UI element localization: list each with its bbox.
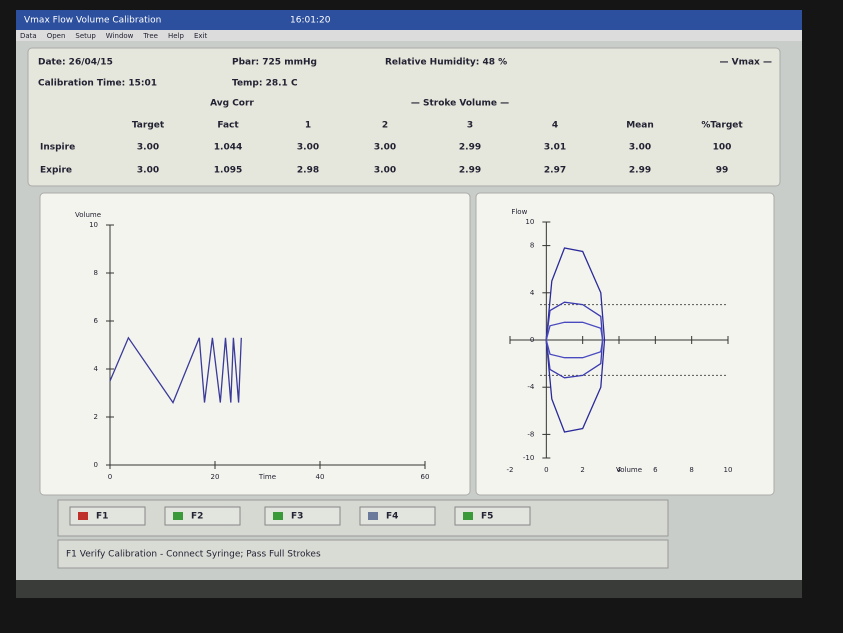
y-tick-label: 0 — [94, 461, 98, 469]
x-tick-label: 6 — [653, 466, 658, 474]
y-axis-label: Flow — [511, 208, 527, 216]
info-field: Pbar: 725 mmHg — [232, 58, 317, 68]
button-icon — [273, 512, 283, 520]
x-tick-label: 0 — [108, 473, 112, 481]
y-tick-label: 4 — [530, 289, 535, 297]
screen-photo: Vmax Flow Volume Calibration 16:01:20 F1… — [0, 0, 843, 633]
y-tick-label: 10 — [525, 218, 534, 226]
y-tick-label: -4 — [527, 383, 535, 391]
x-tick-label: 40 — [316, 473, 325, 481]
table-cell: 3.00 — [629, 143, 651, 153]
info-field: Calibration Time: 15:01 — [38, 79, 157, 89]
menu-item[interactable]: Data — [20, 32, 37, 40]
y-tick-label: 8 — [94, 269, 98, 277]
table-cell: 2.99 — [459, 143, 481, 153]
x-tick-label: 10 — [724, 466, 733, 474]
group-label: Avg Corr — [210, 99, 254, 109]
info-field: Date: 26/04/15 — [38, 58, 113, 68]
group-label: — Stroke Volume — — [411, 99, 509, 109]
row-label: Expire — [40, 166, 72, 176]
window-title: Vmax Flow Volume Calibration — [24, 16, 161, 26]
table-cell: 100 — [713, 143, 732, 153]
column-header: 3 — [467, 121, 473, 131]
table-cell: 1.044 — [214, 143, 242, 153]
menu-item[interactable]: Open — [47, 32, 66, 40]
table-cell: 3.01 — [544, 143, 566, 153]
y-tick-label: 2 — [94, 413, 98, 421]
y-tick-label: 6 — [94, 317, 99, 325]
column-header: Fact — [217, 121, 239, 131]
clock: 16:01:20 — [290, 16, 331, 26]
y-tick-label: 8 — [530, 242, 534, 250]
menu-item[interactable]: Exit — [194, 32, 208, 40]
table-cell: 2.98 — [297, 166, 319, 176]
button-label[interactable]: F4 — [386, 512, 398, 522]
x-tick-label: 4 — [617, 466, 622, 474]
column-header: 1 — [305, 121, 311, 131]
row-label: Inspire — [40, 143, 75, 153]
volume-time-panel — [40, 193, 470, 495]
y-tick-label: 4 — [94, 365, 99, 373]
column-header: 2 — [382, 121, 388, 131]
x-tick-label: 0 — [544, 466, 548, 474]
button-icon — [78, 512, 88, 520]
button-icon — [463, 512, 473, 520]
menu-item[interactable]: Tree — [142, 32, 158, 40]
button-icon — [368, 512, 378, 520]
page: { "window": { "title": "Vmax Flow Volume… — [0, 0, 843, 633]
x-tick-label: -2 — [507, 466, 514, 474]
table-cell: 3.00 — [137, 143, 159, 153]
table-cell: 2.99 — [459, 166, 481, 176]
y-tick-label: -8 — [527, 430, 534, 438]
column-header: Target — [132, 121, 165, 131]
y-tick-label: 0 — [530, 336, 534, 344]
table-cell: 2.99 — [629, 166, 651, 176]
x-tick-label: 8 — [689, 466, 693, 474]
taskbar — [16, 580, 802, 598]
table-cell: 3.00 — [374, 143, 396, 153]
menu-bar — [16, 30, 802, 41]
column-header: 4 — [552, 121, 558, 131]
y-axis-label: Volume — [75, 211, 101, 219]
table-cell: 3.00 — [137, 166, 159, 176]
column-header: Mean — [626, 121, 654, 131]
info-field: Temp: 28.1 C — [232, 79, 298, 89]
y-tick-label: 10 — [89, 221, 98, 229]
table-cell: 3.00 — [297, 143, 319, 153]
status-text: F1 Verify Calibration - Connect Syringe;… — [66, 550, 321, 560]
button-label[interactable]: F3 — [291, 512, 303, 522]
info-field: Relative Humidity: 48 % — [385, 58, 507, 68]
x-tick-label: 20 — [211, 473, 220, 481]
table-cell: 99 — [716, 166, 729, 176]
button-icon — [173, 512, 183, 520]
table-cell: 2.97 — [544, 166, 566, 176]
y-tick-label: -10 — [523, 454, 534, 462]
menu-item[interactable]: Help — [168, 32, 185, 40]
menu-item[interactable]: Setup — [75, 32, 96, 40]
column-header: %Target — [701, 121, 743, 131]
button-label[interactable]: F5 — [481, 512, 493, 522]
x-tick-label: 2 — [580, 466, 584, 474]
x-axis-label: Time — [258, 473, 276, 481]
button-label[interactable]: F2 — [191, 512, 203, 522]
info-field: — Vmax — — [720, 58, 773, 68]
table-cell: 3.00 — [374, 166, 396, 176]
menu-item[interactable]: Window — [106, 32, 134, 40]
x-tick-label: 60 — [421, 473, 430, 481]
table-cell: 1.095 — [214, 166, 242, 176]
button-label[interactable]: F1 — [96, 512, 108, 522]
flow-volume-panel — [476, 193, 774, 495]
